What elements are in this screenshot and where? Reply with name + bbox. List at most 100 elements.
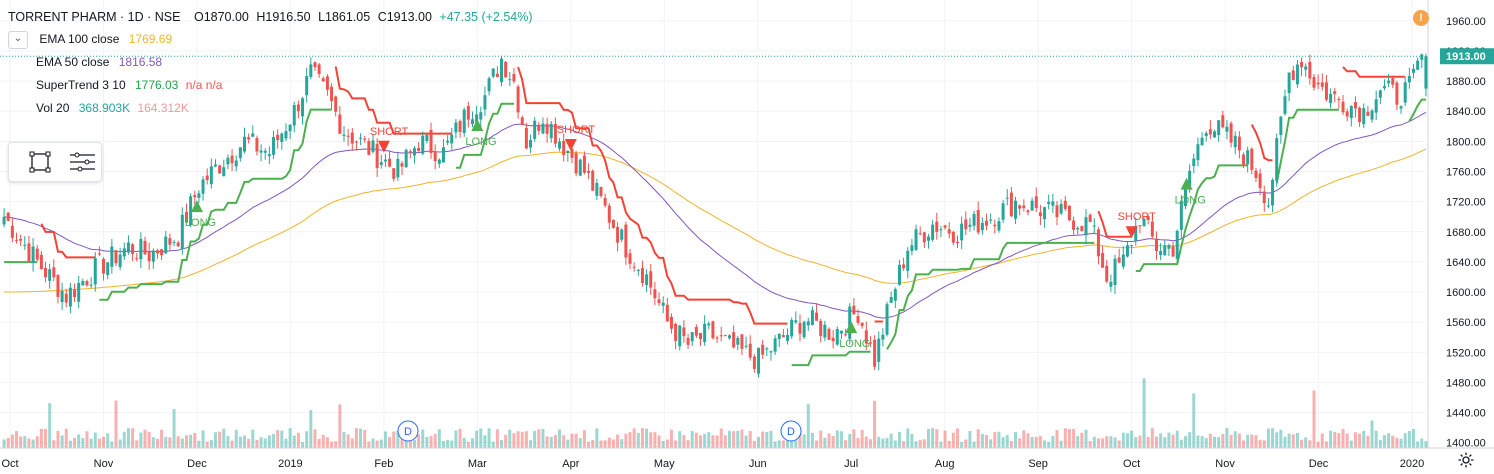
- indicator-value: 1776.03: [134, 78, 179, 92]
- candle-body: [1109, 281, 1113, 287]
- drawing-toolbox: [8, 142, 102, 182]
- volume-bar: [388, 437, 392, 448]
- volume-bar: [558, 429, 562, 448]
- volume-bar: [35, 436, 39, 448]
- volume-bar: [267, 435, 271, 448]
- collapse-legend-button[interactable]: ⌄: [8, 30, 28, 49]
- x-tick-label: 2019: [278, 458, 302, 470]
- candle-body: [27, 243, 31, 262]
- volume-bar: [454, 430, 458, 448]
- indicator-value: 368.903K: [78, 101, 131, 115]
- x-tick-label: 2020: [1400, 458, 1424, 470]
- volume-bar: [1345, 433, 1349, 448]
- volume-bar: [661, 440, 665, 448]
- candle-body: [1320, 82, 1324, 87]
- volume-bar: [839, 431, 843, 448]
- candle-body: [400, 163, 404, 167]
- candle-body: [114, 250, 118, 264]
- indicator-label: SuperTrend 3 10: [36, 78, 126, 92]
- candle-body: [421, 135, 425, 154]
- volume-bar: [611, 439, 615, 448]
- indicator-row-supertrend[interactable]: SuperTrend 3 10 1776.03 n/a n/a: [8, 74, 533, 97]
- volume-bar: [172, 409, 176, 448]
- supertrend-line: [517, 66, 788, 325]
- volume-bar: [222, 428, 226, 448]
- rectangle-select-icon[interactable]: [25, 147, 55, 177]
- candle-body: [213, 164, 217, 167]
- candle-body: [690, 332, 694, 342]
- candle-body: [172, 242, 176, 244]
- candle-body: [404, 149, 408, 168]
- candle-body: [665, 304, 669, 322]
- volume-bar: [226, 435, 230, 448]
- gear-icon[interactable]: [1457, 451, 1475, 469]
- volume-bar: [943, 430, 947, 448]
- y-tick-label: 1760.00: [1446, 166, 1486, 178]
- warning-icon[interactable]: !: [1413, 10, 1429, 26]
- candle-body: [1105, 265, 1109, 282]
- volume-bar: [719, 428, 723, 448]
- volume-bar: [272, 433, 276, 448]
- volume-bar: [458, 428, 462, 448]
- candle-body: [562, 140, 566, 156]
- symbol-title[interactable]: TORRENT PHARM · 1D · NSE: [8, 10, 181, 24]
- candle-body: [296, 104, 300, 112]
- volume-bar: [1221, 434, 1225, 448]
- volume-bar: [184, 435, 188, 448]
- candle-body: [238, 147, 242, 159]
- volume-bar: [1163, 437, 1167, 448]
- candle-body: [781, 335, 785, 338]
- list-settings-icon[interactable]: [67, 147, 97, 177]
- y-tick-label: 1840.00: [1446, 106, 1486, 118]
- candle-body: [1295, 64, 1299, 85]
- volume-bar: [73, 437, 77, 448]
- candle-body: [524, 127, 528, 149]
- change-value: +47.35 (+2.54%): [439, 10, 533, 24]
- candle-body: [819, 320, 823, 336]
- candle-body: [1005, 197, 1009, 199]
- volume-bar: [1304, 437, 1308, 448]
- volume-bar: [1242, 440, 1246, 448]
- chart-legend: TORRENT PHARM · 1D · NSE O1870.00 H1916.…: [8, 6, 533, 120]
- volume-bar: [6, 437, 10, 448]
- candle-body: [1030, 200, 1034, 211]
- candle-body: [914, 229, 918, 250]
- volume-bar: [1034, 436, 1038, 448]
- candle-body: [723, 335, 727, 337]
- candle-body: [757, 347, 761, 374]
- volume-bar: [607, 437, 611, 448]
- short-signal-label: SHORT: [1118, 211, 1157, 223]
- candle-body: [1088, 214, 1092, 222]
- candle-body: [35, 248, 39, 260]
- volume-bar: [255, 440, 259, 448]
- volume-bar: [1117, 440, 1121, 448]
- candle-body: [1200, 137, 1204, 146]
- indicator-label: EMA 100 close: [39, 32, 120, 46]
- candle-body: [815, 312, 819, 321]
- candle-body: [806, 321, 810, 326]
- indicator-row-ema50[interactable]: EMA 50 close 1816.58: [8, 51, 533, 74]
- candle-body: [698, 332, 702, 340]
- volume-bar: [437, 429, 441, 448]
- candle-body: [197, 193, 201, 198]
- volume-bar: [68, 440, 72, 448]
- last-price-label: 1913.00: [1446, 51, 1486, 63]
- candle-body: [678, 325, 682, 347]
- volume-bar: [810, 432, 814, 448]
- volume-bar: [732, 431, 736, 448]
- volume-bar: [835, 430, 839, 448]
- volume-bar: [889, 433, 893, 448]
- candle-body: [441, 147, 445, 163]
- indicator-row-volume[interactable]: Vol 20 368.903K 164.312K: [8, 97, 533, 120]
- candle-body: [143, 240, 147, 255]
- volume-bar: [765, 431, 769, 448]
- volume-bar: [1055, 429, 1059, 448]
- volume-bar: [280, 430, 284, 448]
- volume-bar: [723, 435, 727, 448]
- candle-body: [1204, 133, 1208, 137]
- candle-body: [607, 205, 611, 223]
- candle-body: [155, 250, 159, 254]
- indicator-row-ema100[interactable]: ⌄ EMA 100 close 1769.69: [8, 28, 533, 51]
